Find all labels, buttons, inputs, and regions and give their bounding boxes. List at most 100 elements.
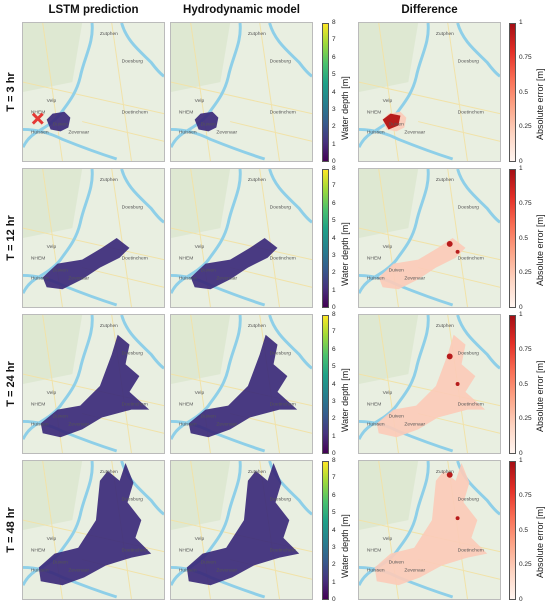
place-label-arnhem: NHEM [179, 110, 193, 116]
place-label-velp: Velp [195, 390, 205, 396]
place-label-doesburg: Doesburg [458, 350, 480, 356]
colorbar-tick: 3 [332, 105, 336, 113]
place-label-duiven: Duiven [201, 122, 217, 128]
depth-colorbar-1 [322, 169, 329, 308]
place-label-doetinchem: Doetinchem [458, 256, 484, 262]
place-label-doetinchem: Doetinchem [458, 548, 484, 554]
error-colorbar-2 [509, 315, 516, 454]
colorbar-tick: 3 [332, 251, 336, 259]
place-label-duiven: Duiven [53, 122, 69, 128]
map-panel-lstm-3: Zutphen Doesburg Doetinchem Velp NHEM Huissen… [22, 460, 165, 600]
place-label-arnhem: NHEM [367, 110, 381, 116]
place-label-doetinchem: Doetinchem [458, 402, 484, 408]
place-label-zevenaar: Zevenaar [68, 129, 89, 135]
place-label-huissen: Huissen [31, 567, 49, 573]
place-label-duiven: Duiven [53, 560, 69, 566]
colorbar-tick: 6 [332, 345, 336, 353]
place-label-doesburg: Doesburg [270, 350, 292, 356]
place-label-huissen: Huissen [367, 421, 385, 427]
place-label-velp: Velp [195, 536, 205, 542]
colorbar-tick: 6 [332, 491, 336, 499]
place-label-huissen: Huissen [179, 567, 197, 573]
place-label-huissen: Huissen [31, 129, 49, 135]
error-hotspot [446, 353, 453, 360]
place-label-doesburg: Doesburg [458, 58, 480, 64]
place-label-zutphen: Zutphen [248, 177, 266, 183]
colorbar-tick: 0 [519, 304, 523, 311]
place-label-doetinchem: Doetinchem [122, 402, 148, 408]
colorbar-tick: 2 [332, 269, 336, 277]
place-label-velp: Velp [383, 98, 393, 104]
place-label-duiven: Duiven [389, 268, 405, 274]
colorbar-tick: 0 [519, 158, 523, 165]
colorbar-tick: 7 [332, 182, 336, 190]
error-colorbar-1 [509, 169, 516, 308]
map-panel-hydrodynamic-2: Zutphen Doesburg Doetinchem Velp NHEM Huissen… [170, 314, 313, 454]
column-title-hydrodynamic: Hydrodynamic model [183, 4, 300, 16]
flood-extent [378, 238, 466, 290]
place-label-huissen: Huissen [179, 421, 197, 427]
place-label-doesburg: Doesburg [270, 58, 292, 64]
place-label-velp: Velp [47, 536, 57, 542]
colorbar-tick: 4 [332, 380, 336, 388]
flood-extent [188, 334, 298, 438]
place-label-zutphen: Zutphen [248, 323, 266, 329]
colorbar-tick: 2 [332, 561, 336, 569]
place-label-arnhem: NHEM [31, 402, 45, 408]
place-label-zutphen: Zutphen [100, 177, 118, 183]
map-panel-hydrodynamic-0: Zutphen Doesburg Doetinchem Velp NHEM Huissen… [170, 22, 313, 162]
error-colorbar-0 [509, 23, 516, 162]
colorbar-tick: 0.75 [519, 199, 532, 207]
place-label-duiven: Duiven [201, 560, 217, 566]
place-label-duiven: Duiven [53, 414, 69, 420]
colorbar-tick: 4 [332, 234, 336, 242]
place-label-zutphen: Zutphen [100, 31, 118, 37]
column-title-lstm: LSTM prediction [48, 4, 139, 16]
place-label-doesburg: Doesburg [458, 204, 480, 210]
colorbar-tick: 0.5 [519, 88, 529, 96]
place-label-zutphen: Zutphen [100, 469, 118, 475]
place-label-zutphen: Zutphen [100, 323, 118, 329]
colorbar-tick: 8 [332, 19, 336, 26]
colorbar-tick: 0.75 [519, 345, 532, 353]
place-label-doetinchem: Doetinchem [122, 548, 148, 554]
row-label-3hr: T = 3 hr [5, 72, 17, 112]
colorbar-tick: 0.5 [519, 380, 529, 388]
colorbar-tick: 0 [519, 596, 523, 603]
breach-location-icon [31, 112, 44, 125]
place-label-zutphen: Zutphen [436, 469, 454, 475]
place-label-zevenaar: Zevenaar [216, 129, 237, 135]
colorbar-tick: 2 [332, 123, 336, 131]
colorbar-tick: 0 [332, 450, 336, 457]
place-label-huissen: Huissen [367, 567, 385, 573]
row-label-24hr: T = 24 hr [5, 361, 17, 407]
colorbar-tick: 1 [332, 140, 336, 148]
depth-colorbar-3 [322, 461, 329, 600]
place-label-duiven: Duiven [201, 268, 217, 274]
colorbar-tick: 4 [332, 526, 336, 534]
error-hotspot [446, 471, 453, 478]
place-label-huissen: Huissen [179, 129, 197, 135]
place-label-duiven: Duiven [389, 560, 405, 566]
place-label-velp: Velp [383, 536, 393, 542]
map-panel-difference-2: Zutphen Doesburg Doetinchem Velp NHEM Huissen… [358, 314, 501, 454]
map-panel-lstm-0: Zutphen Doesburg Doetinchem Velp NHEM Huissen… [22, 22, 165, 162]
flood-extent [46, 111, 71, 132]
place-label-zutphen: Zutphen [436, 177, 454, 183]
place-label-zevenaar: Zevenaar [404, 567, 425, 573]
place-label-velp: Velp [383, 244, 393, 250]
place-label-velp: Velp [47, 390, 57, 396]
colorbar-tick: 0.75 [519, 491, 532, 499]
place-label-arnhem: NHEM [31, 110, 45, 116]
row-label-48hr: T = 48 hr [5, 507, 17, 553]
colorbar-tick: 1 [332, 432, 336, 440]
flood-extent [186, 462, 300, 586]
place-label-duiven: Duiven [389, 414, 405, 420]
error-hotspot [455, 382, 460, 386]
place-label-doesburg: Doesburg [122, 58, 144, 64]
colorbar-tick: 1 [519, 311, 523, 318]
place-label-arnhem: NHEM [179, 256, 193, 262]
colorbar-tick: 6 [332, 53, 336, 61]
place-label-doesburg: Doesburg [458, 496, 480, 502]
place-label-doetinchem: Doetinchem [270, 256, 296, 262]
